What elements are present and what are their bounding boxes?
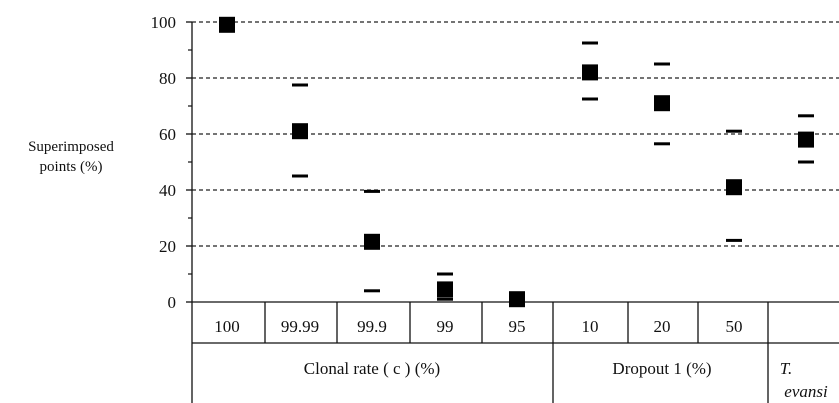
data-point-6 [654, 95, 670, 112]
category-label-6: 20 [654, 317, 671, 336]
group-label-2-line-2: evansi [784, 382, 828, 401]
data-point-2 [364, 233, 380, 250]
data-point-1 [292, 123, 308, 140]
y-axis-label-line-2: points (%) [39, 159, 103, 175]
data-point-7 [726, 179, 742, 196]
y-tick-label-100: 100 [151, 13, 177, 32]
y-axis-label: Superimposed points (%) [0, 137, 142, 177]
y-tick-label-20: 20 [159, 237, 176, 256]
category-label-2: 99.9 [357, 317, 387, 336]
y-tick-label-60: 60 [159, 125, 176, 144]
category-label-7: 50 [726, 317, 743, 336]
group-label-2-line-1: T. [780, 359, 792, 378]
data-point-3 [437, 281, 453, 298]
category-label-3: 99 [437, 317, 454, 336]
data-point-8 [798, 131, 814, 148]
category-label-4: 95 [509, 317, 526, 336]
y-axis-label-line-1: Superimposed [28, 139, 114, 155]
category-label-0: 100 [214, 317, 240, 336]
group-label-1: Dropout 1 (%) [612, 359, 711, 378]
y-tick-label-40: 40 [159, 181, 176, 200]
category-label-1: 99.99 [281, 317, 319, 336]
group-label-0: Clonal rate ( c ) (%) [304, 359, 440, 378]
data-point-5 [582, 64, 598, 81]
y-tick-label-80: 80 [159, 69, 176, 88]
data-point-4 [509, 291, 525, 308]
category-label-5: 10 [582, 317, 599, 336]
data-point-0 [219, 16, 235, 33]
y-tick-label-0: 0 [168, 293, 177, 312]
